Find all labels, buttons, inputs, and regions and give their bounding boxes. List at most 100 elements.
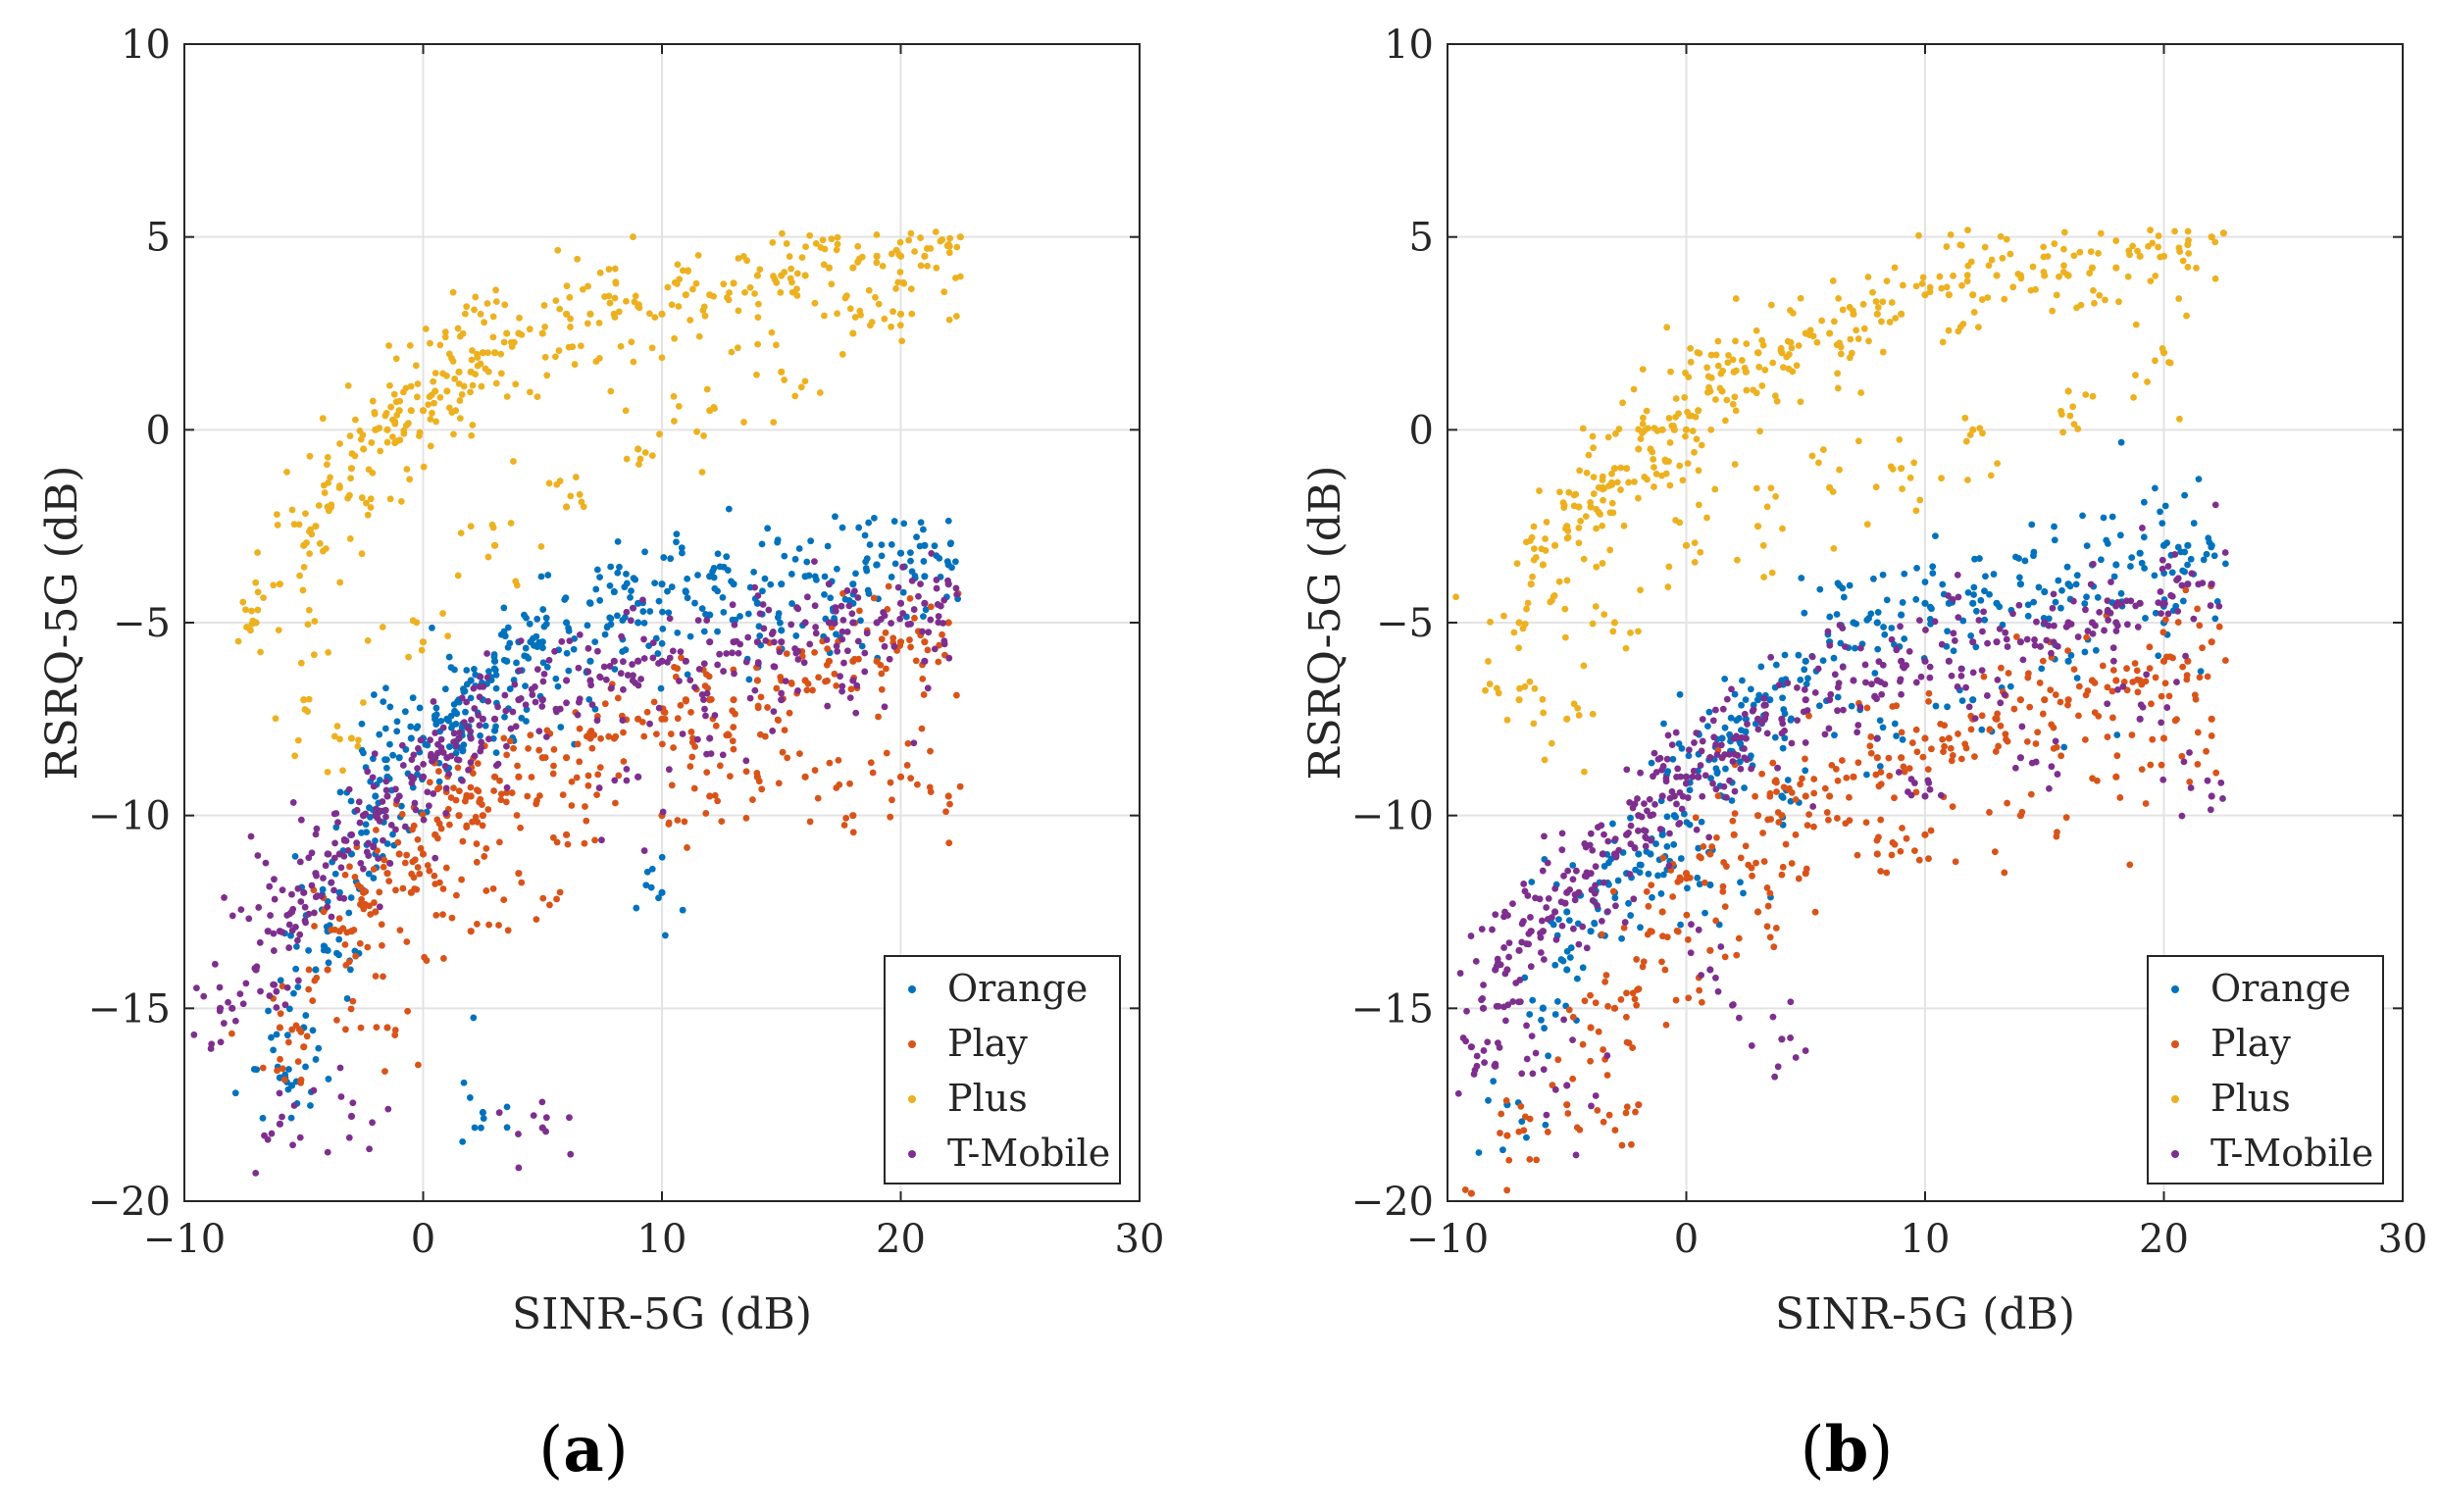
data-point bbox=[448, 914, 456, 922]
data-point bbox=[1617, 486, 1624, 493]
data-point bbox=[347, 1005, 355, 1013]
data-point bbox=[429, 753, 436, 761]
data-point bbox=[479, 801, 485, 808]
data-point bbox=[285, 1066, 292, 1073]
data-point bbox=[1873, 677, 1881, 684]
data-point bbox=[1793, 362, 1801, 370]
data-point bbox=[312, 831, 320, 838]
data-point bbox=[1592, 882, 1599, 889]
data-point bbox=[1503, 966, 1511, 974]
data-point bbox=[483, 674, 491, 681]
data-point bbox=[544, 572, 552, 579]
data-point bbox=[1527, 963, 1535, 971]
data-point bbox=[478, 1124, 484, 1132]
data-point bbox=[542, 733, 550, 740]
data-point bbox=[1665, 862, 1673, 870]
data-point bbox=[1640, 958, 1648, 966]
data-point bbox=[2073, 675, 2081, 681]
data-point bbox=[1702, 772, 1709, 780]
data-point bbox=[2108, 579, 2114, 585]
data-point bbox=[274, 522, 281, 529]
data-point bbox=[1495, 959, 1501, 967]
data-point bbox=[744, 610, 752, 618]
data-point bbox=[254, 588, 262, 596]
data-point bbox=[432, 418, 440, 426]
data-point bbox=[1917, 673, 1925, 680]
data-point bbox=[1712, 351, 1720, 359]
data-point bbox=[462, 708, 469, 716]
data-point bbox=[1854, 437, 1862, 445]
data-point bbox=[795, 545, 803, 552]
data-point bbox=[1742, 696, 1750, 704]
data-point bbox=[1663, 813, 1671, 821]
data-point bbox=[749, 796, 756, 803]
data-point bbox=[383, 792, 391, 800]
data-point bbox=[1500, 944, 1508, 951]
data-point bbox=[371, 899, 378, 906]
data-point bbox=[1802, 792, 1809, 800]
data-point bbox=[2117, 589, 2125, 597]
data-point bbox=[1615, 846, 1623, 854]
data-point bbox=[1536, 487, 1543, 494]
data-point bbox=[711, 791, 719, 799]
data-point bbox=[407, 888, 415, 896]
data-point bbox=[591, 638, 599, 646]
data-point bbox=[1673, 927, 1681, 934]
data-point bbox=[910, 739, 918, 747]
data-point bbox=[1489, 926, 1496, 933]
data-point bbox=[257, 648, 264, 656]
data-point bbox=[1505, 939, 1513, 946]
series-t-mobile bbox=[1454, 501, 2229, 1159]
data-point bbox=[454, 572, 462, 580]
data-point bbox=[1925, 855, 1932, 863]
data-point bbox=[1480, 1047, 1488, 1054]
data-point bbox=[2116, 794, 2124, 801]
data-point bbox=[542, 614, 550, 622]
data-point bbox=[1931, 618, 1939, 626]
data-point bbox=[1642, 828, 1650, 835]
data-point bbox=[939, 630, 945, 638]
data-point bbox=[373, 805, 380, 813]
data-point bbox=[524, 792, 532, 800]
data-point bbox=[1772, 493, 1779, 500]
data-point bbox=[503, 751, 511, 759]
data-point bbox=[719, 594, 727, 601]
data-point bbox=[1664, 583, 1672, 590]
data-point bbox=[803, 686, 811, 694]
data-point bbox=[788, 600, 795, 607]
legend-label: Plus bbox=[947, 1077, 1028, 1120]
data-point bbox=[397, 802, 405, 810]
data-point bbox=[2110, 573, 2118, 580]
data-point bbox=[1570, 491, 1578, 499]
data-point bbox=[1526, 1155, 1534, 1163]
data-point bbox=[1836, 466, 1843, 474]
data-point bbox=[811, 767, 819, 774]
data-point bbox=[851, 314, 859, 321]
data-point bbox=[581, 839, 588, 847]
data-point bbox=[1685, 374, 1693, 380]
data-point bbox=[1677, 921, 1684, 929]
data-point bbox=[376, 731, 383, 738]
data-point bbox=[658, 354, 666, 362]
y-tick-label: 10 bbox=[1384, 23, 1434, 68]
data-point bbox=[2109, 644, 2117, 652]
data-point bbox=[586, 599, 594, 607]
data-point bbox=[1712, 765, 1720, 773]
data-point bbox=[843, 587, 851, 594]
data-point bbox=[264, 928, 272, 935]
data-point bbox=[528, 685, 535, 693]
data-point bbox=[1950, 647, 1957, 655]
data-point bbox=[1582, 513, 1590, 521]
legend-label: Play bbox=[2210, 1022, 2291, 1065]
data-point bbox=[756, 731, 764, 738]
data-point bbox=[507, 338, 515, 346]
data-point bbox=[315, 1044, 323, 1052]
data-point bbox=[654, 650, 662, 657]
data-point bbox=[305, 606, 313, 614]
data-point bbox=[732, 616, 739, 624]
data-point bbox=[865, 519, 873, 527]
data-point bbox=[1710, 733, 1718, 741]
data-point bbox=[932, 228, 940, 235]
data-point bbox=[1503, 1132, 1511, 1139]
